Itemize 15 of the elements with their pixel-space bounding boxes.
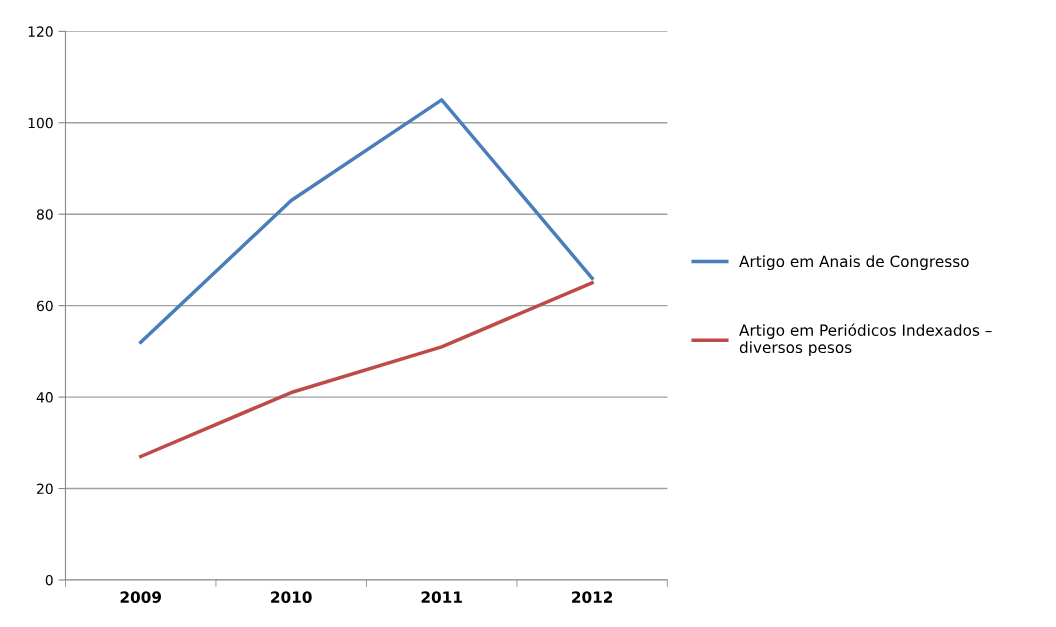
y-tick-label: 0 xyxy=(45,574,53,586)
line-series xyxy=(138,281,594,459)
y-tick-label: 100 xyxy=(28,117,53,129)
line-series xyxy=(138,98,594,344)
y-tick-label: 20 xyxy=(37,483,53,495)
y-tick-label: 60 xyxy=(36,300,53,312)
x-tick-label: 2009 xyxy=(120,591,161,603)
y-tick-label: 80 xyxy=(36,209,53,220)
x-tick-label: 2011 xyxy=(421,591,462,603)
x-tick-label: 2010 xyxy=(271,591,312,603)
legend-label: Artigo em Periódicos Indexados – diversos pesos xyxy=(739,323,992,357)
y-tick-label: 120 xyxy=(28,26,53,37)
y-tick-label: 40 xyxy=(36,392,53,403)
x-tick-label: 2012 xyxy=(572,591,613,603)
legend-label: Artigo em Anais de Congresso xyxy=(739,255,969,271)
